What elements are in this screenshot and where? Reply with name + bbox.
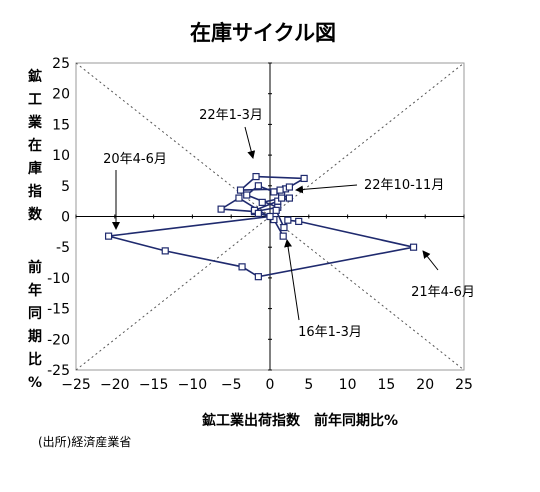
data-point xyxy=(276,186,284,194)
y-axis-label-char: 庫 xyxy=(28,160,42,177)
data-point xyxy=(254,182,262,190)
y-tick-label: 10 xyxy=(52,148,70,164)
data-point xyxy=(285,183,293,191)
annotation-label: 22年10-11月 xyxy=(364,178,444,193)
data-point xyxy=(235,194,243,202)
y-axis-label-char: % xyxy=(28,375,42,391)
y-axis-label-char: 前 xyxy=(28,259,42,276)
x-tick-label: 0 xyxy=(266,377,275,393)
y-axis-label-char: 業 xyxy=(27,114,43,131)
data-point xyxy=(266,212,274,221)
data-point xyxy=(280,223,288,232)
y-tick-label: 5 xyxy=(61,179,70,195)
y-axis-label-char: 工 xyxy=(28,92,42,108)
x-tick-labels: −25 −20 −15 −10 −5 0 5 10 15 20 25 xyxy=(61,377,473,393)
y-axis-label-char: 年 xyxy=(28,282,42,299)
data-point xyxy=(270,188,278,196)
data-point xyxy=(104,232,113,240)
data-point xyxy=(161,247,169,255)
y-axis-label-char: 鉱 xyxy=(28,68,42,85)
data-point xyxy=(278,194,286,202)
y-tick-label: -20 xyxy=(47,332,70,348)
x-tick-label: 20 xyxy=(416,377,434,393)
y-tick-label: -5 xyxy=(56,240,70,256)
source-note: (出所)経済産業省 xyxy=(38,434,131,449)
y-axis-label-char: 比 xyxy=(28,351,42,368)
data-point xyxy=(252,172,260,181)
y-axis-label-char: 数 xyxy=(28,206,43,223)
annotation-label: 16年1-3月 xyxy=(298,325,362,340)
data-point xyxy=(238,263,246,271)
data-point xyxy=(409,243,418,251)
data-point xyxy=(254,273,262,281)
data-point xyxy=(217,205,225,213)
data-point xyxy=(243,191,251,199)
data-point xyxy=(295,217,303,226)
data-point xyxy=(279,232,287,240)
x-tick-label: 5 xyxy=(304,377,313,393)
x-tick-label: 15 xyxy=(377,377,395,393)
data-point xyxy=(284,216,292,224)
x-tick-label: −10 xyxy=(178,377,208,393)
x-tick-label: −5 xyxy=(221,377,242,393)
chart-title: 在庫サイクル図 xyxy=(190,21,336,45)
y-tick-label: 15 xyxy=(52,117,70,133)
x-tick-label: −25 xyxy=(61,377,91,393)
data-point xyxy=(285,194,293,202)
data-point xyxy=(236,186,245,194)
annotation-label: 22年1-3月 xyxy=(199,108,263,123)
y-axis-label-char: 在 xyxy=(28,137,42,154)
annotation-label: 20年4-6月 xyxy=(103,152,167,167)
y-tick-labels: 25 20 15 10 5 0 -5 -10 -15 -20 -25 xyxy=(47,56,70,379)
x-tick-label: 25 xyxy=(455,377,473,393)
annotation-label: 21年4-6月 xyxy=(411,285,475,300)
data-point xyxy=(258,198,266,206)
annotation-arrow xyxy=(295,184,358,194)
y-tick-label: 0 xyxy=(61,210,70,226)
y-axis-label-char: 指 xyxy=(28,183,42,200)
data-point xyxy=(272,206,280,214)
annotations: 22年1-3月 20年4-6月 22年10-11月 21年4-6月 16年1-3月 xyxy=(103,108,475,340)
y-axis-label-char: 期 xyxy=(28,329,42,345)
y-tick-label: -15 xyxy=(47,302,70,318)
y-tick-label: -25 xyxy=(47,363,70,379)
annotation-arrow xyxy=(422,250,439,271)
x-axis-label: 鉱工業出荷指数 前年同期比% xyxy=(202,412,398,429)
data-point xyxy=(254,209,262,218)
y-tick-label: 20 xyxy=(52,87,70,103)
y-tick-label: -10 xyxy=(47,271,70,287)
y-axis-label-char: 同 xyxy=(28,306,42,322)
x-tick-label: 10 xyxy=(339,377,357,393)
data-point xyxy=(300,174,308,183)
plot-area: −25 −20 −15 −10 −5 0 5 10 15 20 25 25 20 15 10 5 0 -5 -10… xyxy=(47,56,475,393)
x-tick-label: −20 xyxy=(100,377,130,393)
annotation-arrow xyxy=(284,239,300,321)
x-tick-label: −15 xyxy=(139,377,169,393)
series-markers xyxy=(104,172,418,281)
y-tick-label: 25 xyxy=(52,56,70,72)
annotation-arrow xyxy=(244,126,256,159)
